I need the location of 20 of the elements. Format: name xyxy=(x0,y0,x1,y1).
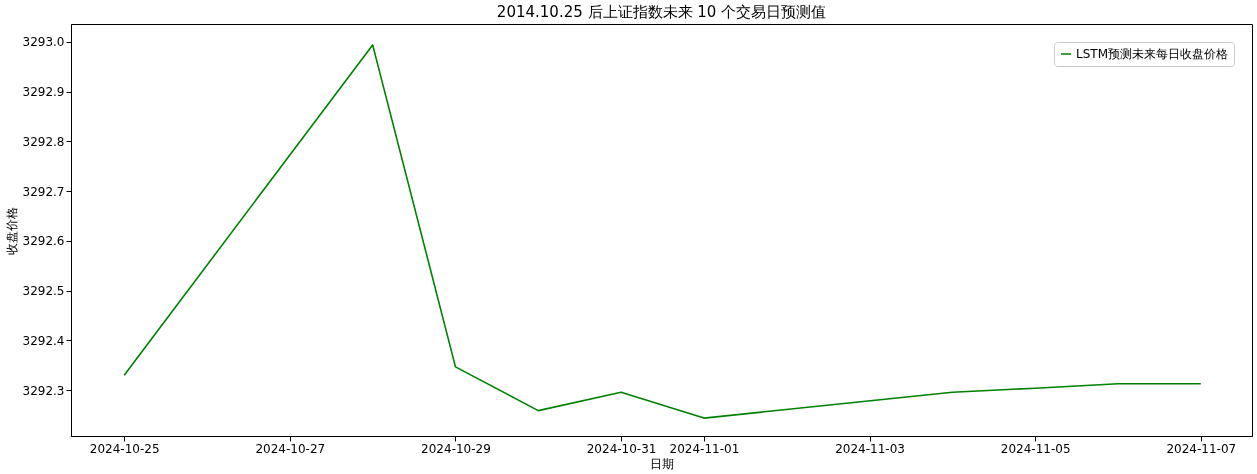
legend-label: LSTM预测未来每日收盘价格 xyxy=(1076,47,1228,61)
x-tick-label: 2024-10-27 xyxy=(255,441,326,456)
y-tick-label: 3292.8 xyxy=(22,134,65,149)
x-tick-label: 2024-10-25 xyxy=(89,441,160,456)
y-axis-title: 收盘价格 xyxy=(4,206,19,255)
y-tick-label: 3292.5 xyxy=(22,284,65,299)
x-tick-label: 2024-11-01 xyxy=(669,441,740,456)
x-tick-label: 2024-10-31 xyxy=(586,441,657,456)
x-tick-label: 2024-11-07 xyxy=(1166,441,1237,456)
y-tick-label: 3292.3 xyxy=(22,383,65,398)
chart-title: 2014.10.25 后上证指数未来 10 个交易日预测值 xyxy=(496,3,827,21)
x-axis-title: 日期 xyxy=(650,456,674,471)
y-tick-label: 3292.7 xyxy=(22,184,65,199)
y-tick-label: 3293.0 xyxy=(22,35,65,50)
x-tick-label: 2024-11-05 xyxy=(1000,441,1071,456)
x-tick-label: 2024-10-29 xyxy=(421,441,491,456)
y-tick-label: 3292.4 xyxy=(22,333,65,348)
y-tick-label: 3292.9 xyxy=(22,85,65,100)
y-tick-label: 3292.6 xyxy=(22,234,65,249)
x-tick-label: 2024-11-03 xyxy=(835,441,905,456)
